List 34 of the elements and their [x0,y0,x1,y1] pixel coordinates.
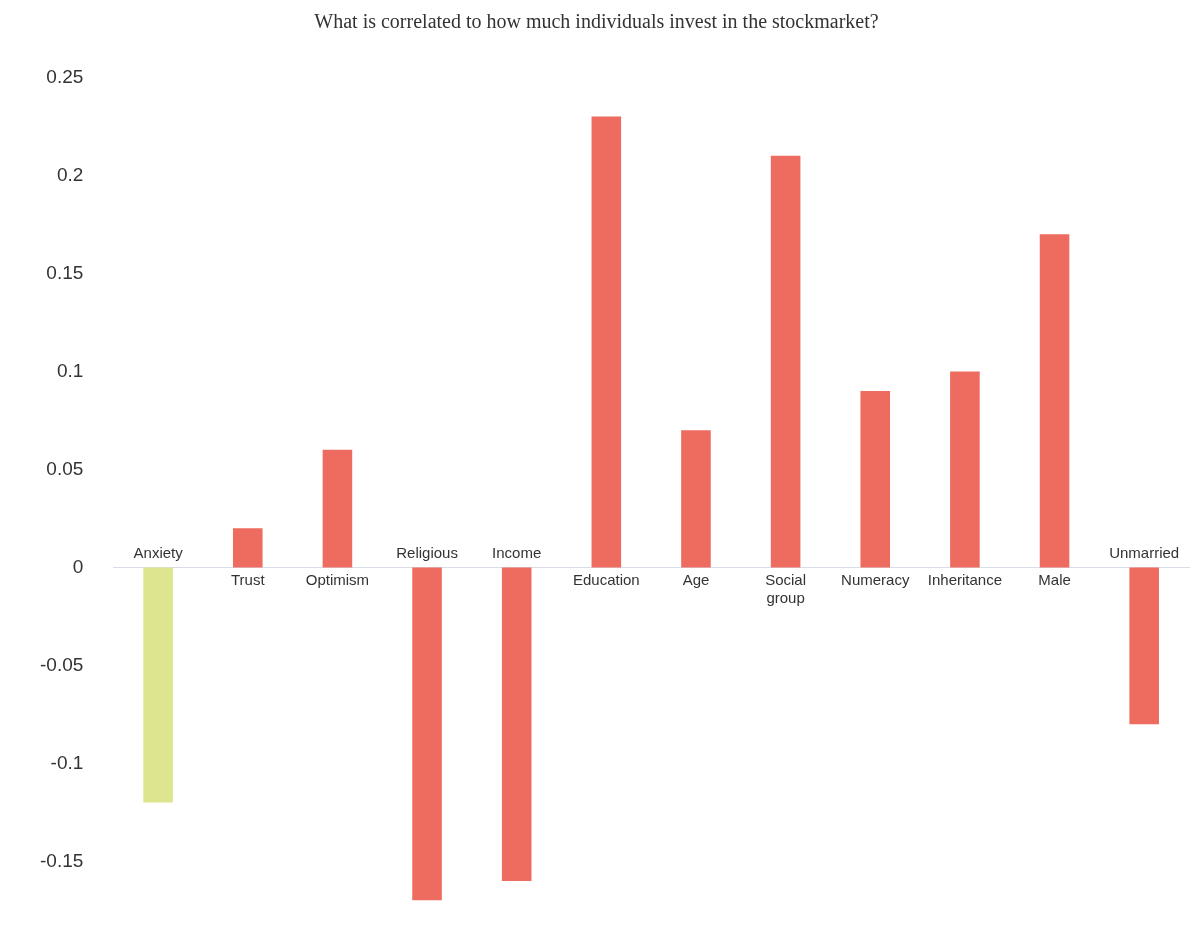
x-tick-label: Inheritance [927,571,1003,589]
y-tick-label: 0.1 [56,359,84,381]
bar [501,567,532,881]
x-tick-label: Unmarried [1109,544,1180,562]
x-tick-label: Education [572,571,640,589]
x-tick-label: Religious [396,544,458,562]
bar [143,567,173,803]
x-tick-label: Trust [230,571,266,589]
x-tick-label: Male [1038,571,1071,589]
bar [591,116,622,568]
x-tick-label: Optimism [305,571,370,589]
bar [412,567,442,901]
bar [1129,567,1159,725]
y-tick-label: -0.1 [50,751,84,773]
bar [770,155,801,568]
bar [950,371,980,568]
y-tick-label: 0.05 [46,457,84,479]
chart-title: What is correlated to how much individuals invest in the stockmarket? [313,10,880,33]
y-tick-label: 0.25 [46,65,84,87]
x-tick-label: Age [682,571,710,589]
bar [322,449,353,568]
y-tick-label: -0.15 [39,849,84,871]
x-tick-label: Social group [765,571,807,607]
y-tick-label: 0 [72,555,84,577]
y-tick-label: -0.05 [39,653,84,675]
x-tick-label: Anxiety [133,544,184,562]
bar [681,430,711,568]
y-tick-label: 0.15 [46,261,84,283]
x-tick-label: Numeracy [841,571,910,589]
y-tick-label: 0.2 [56,163,84,185]
bar [860,391,891,568]
x-tick-label: Income [492,544,542,562]
bar [1039,234,1070,568]
bar [232,528,263,568]
